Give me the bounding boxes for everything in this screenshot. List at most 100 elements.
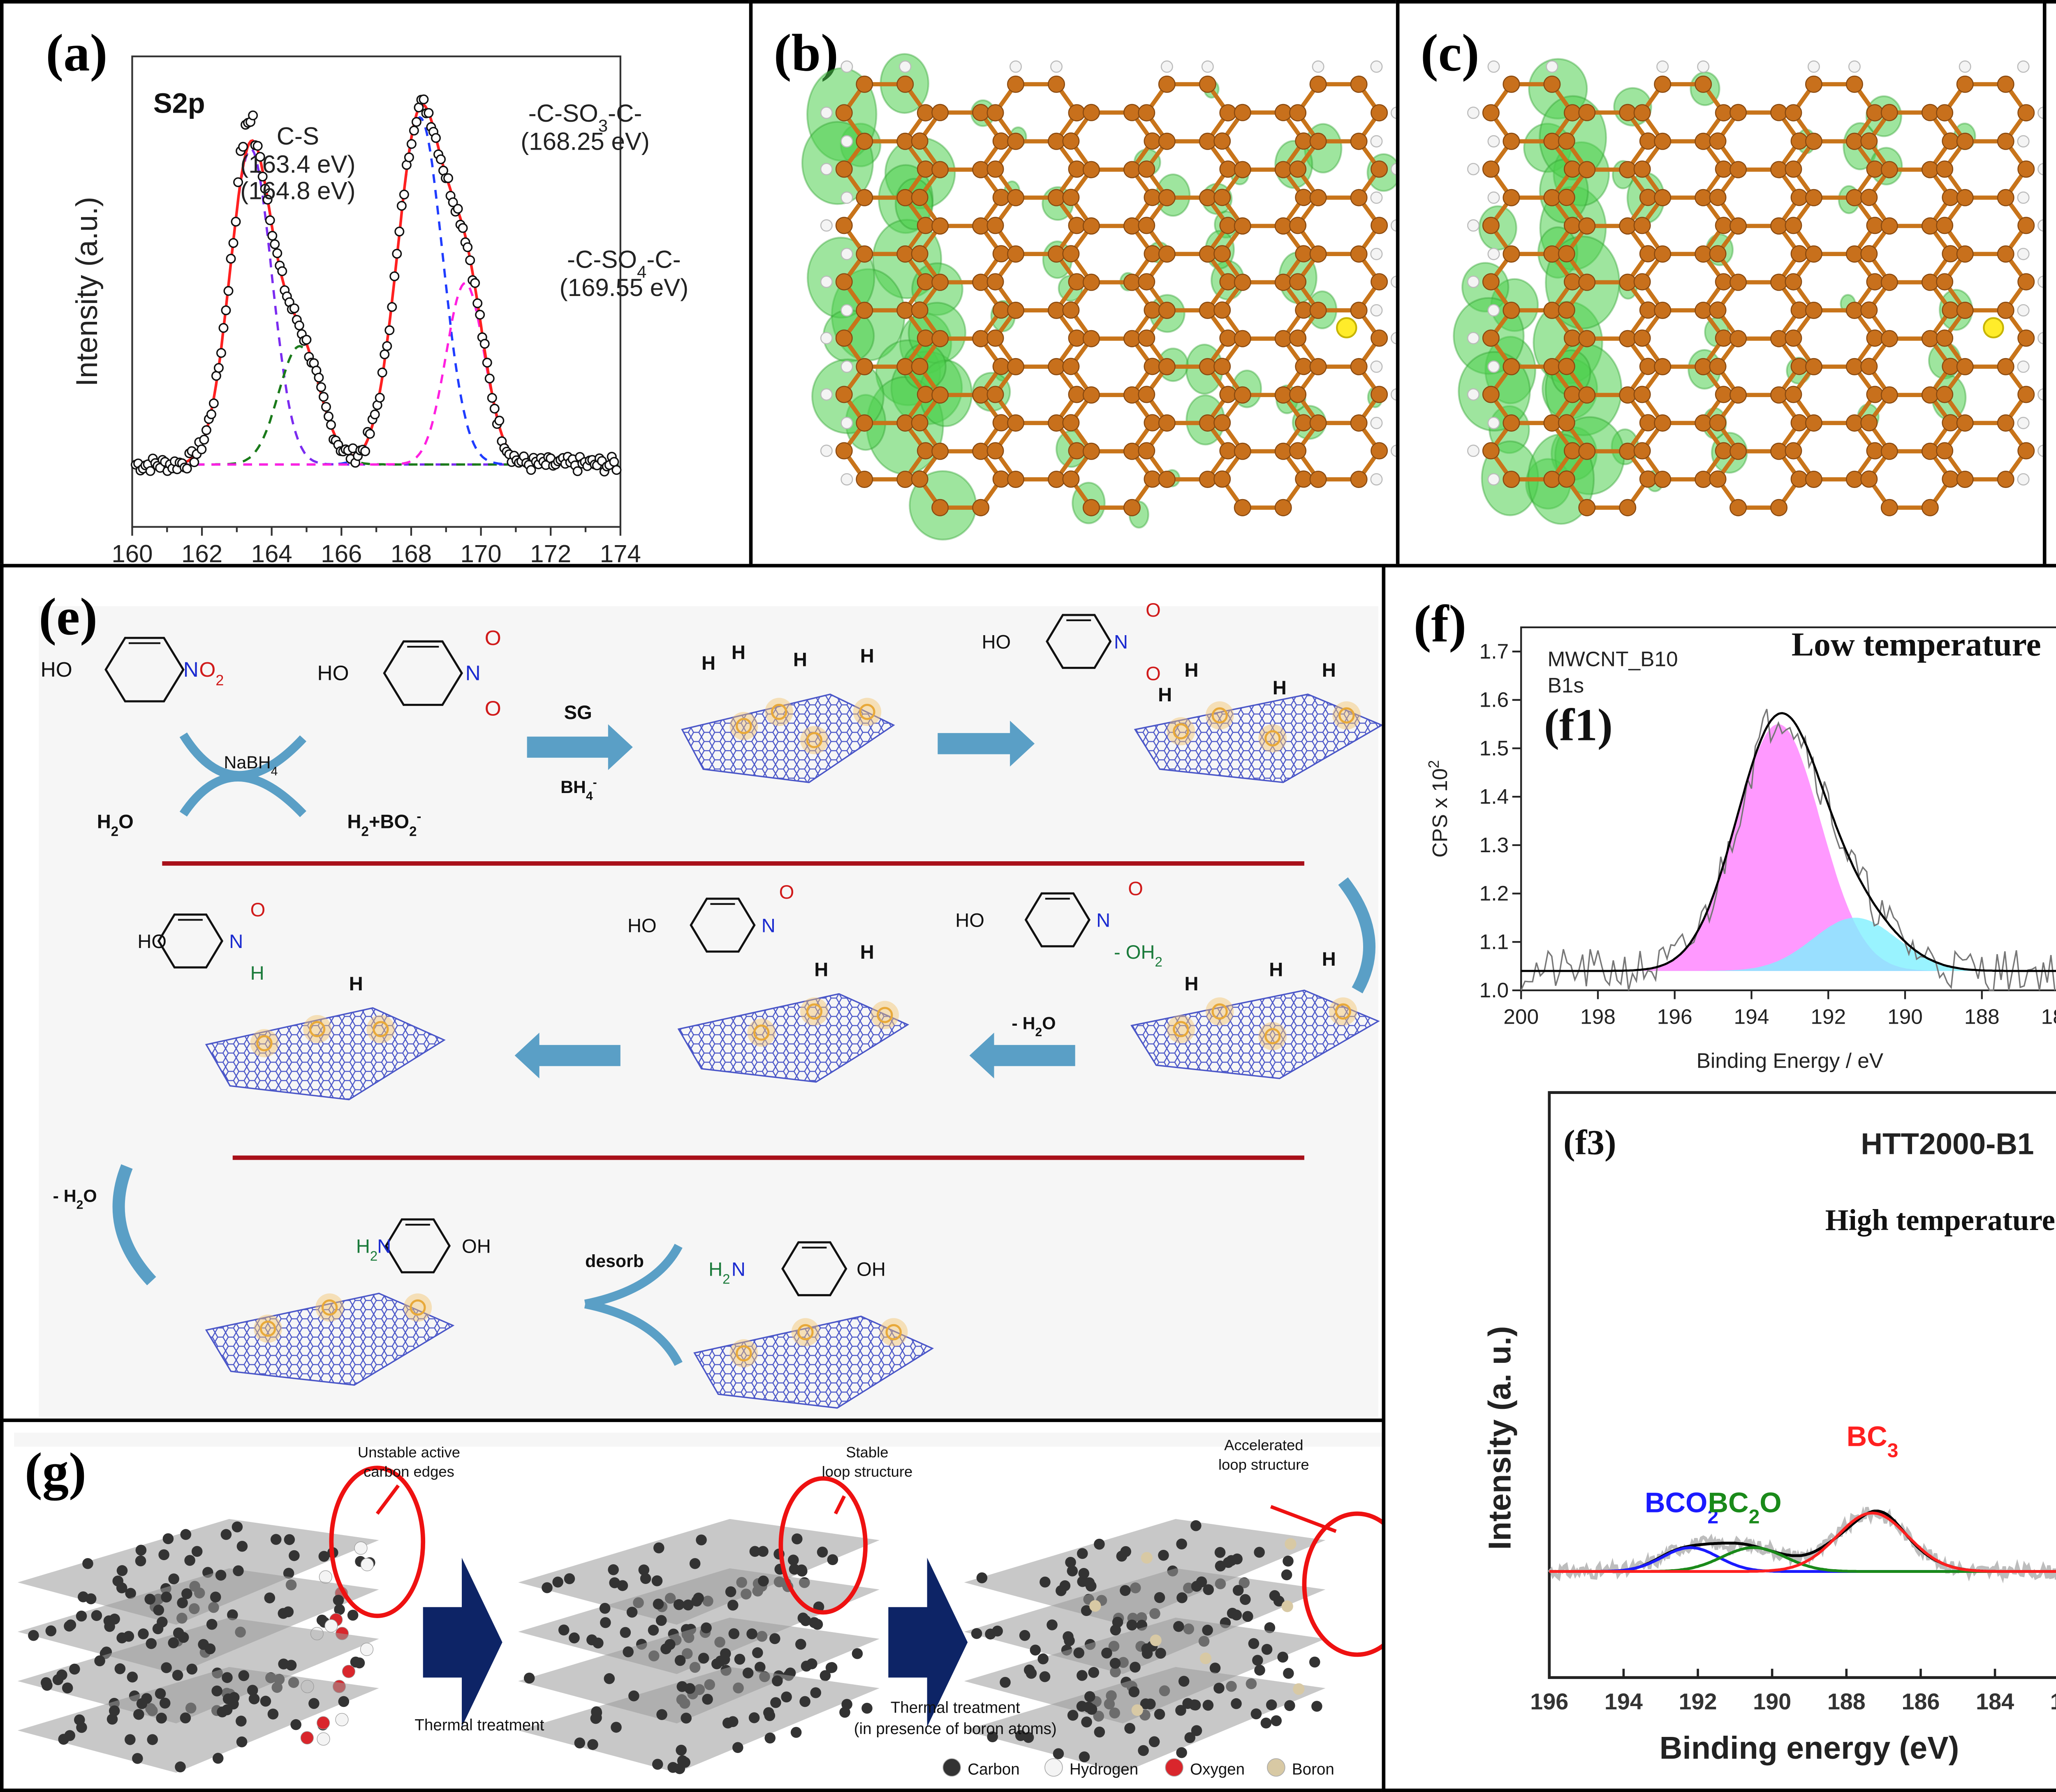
active-site-glow [729,1339,758,1368]
carbon-atom [290,1719,301,1730]
component-peak-bc3 [1549,1511,2056,1573]
carbon-atom [806,1658,817,1669]
carbon-atom [1082,330,1100,347]
carbon-atom [1068,104,1086,122]
x-tick-label: 172 [530,540,571,567]
carbon-atom [1283,1668,1294,1679]
carbon-atom [1295,132,1313,150]
data-point [228,238,238,248]
carbon-atom [168,1637,179,1649]
active-site-ring [806,1003,823,1020]
carbon-atom [1266,1699,1277,1711]
carbon-atom [1619,386,1637,404]
y-tick-label: 1.4 [1479,784,1509,808]
carbon-atom [1997,414,2014,432]
carbon-atom [764,1732,776,1743]
data-point [221,305,231,315]
carbon-atom [586,1634,597,1646]
hydroxylamine-n-label: N [229,930,243,952]
carbon-atom [1144,470,1161,488]
carbon-atom [896,75,914,93]
text-span: O [118,811,134,832]
text-span: - [593,775,597,789]
component-area [1521,918,2056,971]
text-span: C [655,246,672,273]
text-span: B [560,777,573,797]
data-point [277,266,287,276]
text-span: H [732,641,746,663]
hydrogen-label: H [860,645,874,667]
text-span: e [650,274,664,301]
data-point [301,335,312,345]
data-point [572,466,583,476]
data-point [472,298,483,308]
aminophenol-product-ring [781,1241,847,1297]
carbon-atom [1639,414,1657,432]
carbon-atom [45,1625,57,1637]
carbon-atom [1123,386,1141,404]
data-point [392,249,402,259]
oxygen-label: O [250,899,266,920]
carbon-atom [1213,470,1231,488]
carbon-atom [558,1624,570,1636]
text-span: HO [317,661,349,685]
carbon-atom [1295,245,1313,263]
text-span: O [485,626,501,650]
active-site-glow [1332,701,1361,730]
carbon-atom [1007,414,1025,432]
carbon-atom [1942,470,1959,488]
scheme-top-band [14,1432,1391,1447]
hydroxyl-label: OH [857,1258,886,1280]
carbon-atom [132,1753,143,1764]
carbon-atom [1785,386,1802,403]
carbon-atom [992,132,1010,150]
data-point [262,194,273,205]
carbon-atom [757,1546,769,1557]
hydrogen-atom [1487,191,1500,204]
hydrogen-atom [1487,135,1500,148]
x-tick-label: 182 [2050,1689,2056,1714]
carbon-atom [2017,104,2035,122]
data-point [365,429,375,439]
carbon-atom [1199,75,1216,93]
data-point [463,242,473,252]
carbon-atom [1880,442,1898,460]
sulfur-dopant-atom [1336,317,1357,338]
hydrogen-atom [1370,60,1383,73]
carbon-atom [856,132,873,150]
highlight-circle [329,1466,426,1618]
minus-water-label: - H2O [1012,1013,1056,1038]
carbon-atom [931,499,949,516]
carbon-atom [2017,217,2035,234]
carbon-atom [1619,273,1637,291]
callout-label: carbon edges [364,1463,454,1480]
active-site-ring [1211,707,1228,724]
carbon-atom [1234,217,1251,235]
carbon-atom [917,442,934,460]
carbon-atom [1805,189,1822,206]
carbon-atom [856,75,873,93]
carbon-atom [1654,301,1672,319]
panel-e-label: (e) [39,588,98,647]
text-span: H [860,941,874,963]
process-arrow [514,1032,621,1079]
carbon-atom [1175,1705,1186,1716]
text-span: OH [857,1258,886,1280]
carbon-atom [1158,414,1176,432]
carbon-atom [1234,442,1251,460]
carbon-atom [125,1588,136,1599]
carbon-atom [972,161,990,178]
carbon-atom [1084,1691,1095,1702]
carbon-atom [141,1693,152,1704]
carbon-atom [236,1541,248,1552]
y-axis-label: Intensity (a.u.) [70,197,104,387]
carbon-atom [1639,358,1657,375]
carbon-atom [1202,1700,1214,1711]
active-site-ring [753,1024,770,1041]
step-label: Thermal treatment [891,1699,1020,1716]
carbon-atom [1289,442,1307,460]
carbon-atom [1866,217,1884,234]
carbon-atom [1558,358,1575,375]
x-tick-label: 192 [1679,1689,1717,1714]
